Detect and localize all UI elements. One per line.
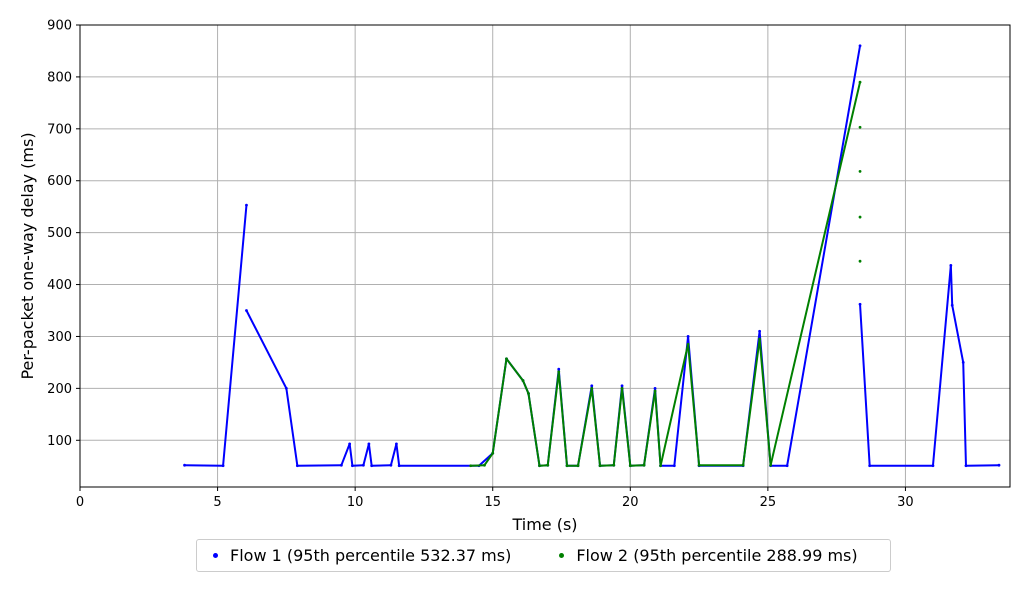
- delay-trace-flow-2: [483, 452, 494, 467]
- delay-trace-flow-2: [769, 81, 862, 467]
- axes-frame: [79, 24, 1011, 488]
- legend-label-flow-2: Flow 2 (95th percentile 288.99 ms): [576, 546, 858, 565]
- legend-entry-flow-2: Flow 2 (95th percentile 288.99 ms): [559, 546, 858, 565]
- grid-lines: [79, 24, 1010, 487]
- delay-trace-flow-2: [599, 464, 615, 467]
- data-point-flow-2: [858, 215, 862, 219]
- delay-trace-flow-1: [931, 264, 952, 467]
- legend-label-flow-1: Flow 1 (95th percentile 532.37 ms): [230, 546, 512, 565]
- delay-trace-flow-2: [469, 464, 486, 467]
- y-tick-label: 200: [47, 382, 72, 397]
- delay-trace-flow-2: [527, 392, 541, 467]
- delay-trace-flow-1: [296, 464, 343, 467]
- delay-trace-flow-1: [395, 442, 401, 467]
- data-point-flow-2: [858, 169, 862, 173]
- delay-trace-flow-1: [362, 442, 370, 467]
- y-tick-label: 400: [47, 278, 72, 293]
- delay-trace-flow-2: [742, 338, 761, 467]
- y-tick-label: 700: [47, 122, 72, 137]
- data-point-flow-1: [245, 203, 248, 207]
- data-point-flow-1: [858, 44, 862, 48]
- y-axis-label: Per-packet one-way delay (ms): [18, 132, 37, 379]
- delay-trace-flow-2: [659, 343, 690, 467]
- delay-trace-flow-2: [654, 389, 662, 467]
- y-tick-label: 100: [47, 434, 72, 449]
- delay-trace-flow-2: [629, 464, 646, 467]
- delay-trace-flow-1: [964, 464, 1000, 467]
- delay-trace-flow-2: [687, 343, 701, 467]
- data-point-flow-1: [997, 463, 1001, 467]
- delay-trace-flow-1: [183, 464, 225, 467]
- delay-trace-flow-1: [949, 264, 954, 307]
- delay-trace-flow-2: [621, 387, 632, 467]
- y-tick-label: 300: [47, 330, 72, 345]
- x-tick-label: 0: [76, 495, 84, 510]
- delay-trace-flow-1: [340, 442, 351, 467]
- delay-trace-flow-1: [348, 442, 354, 467]
- legend-marker-flow-1: [213, 553, 218, 558]
- legend-entry-flow-1: Flow 1 (95th percentile 532.37 ms): [213, 546, 511, 565]
- data-point-flow-2: [858, 80, 862, 84]
- delay-trace-flow-1: [786, 44, 862, 467]
- axis-ticks: 0 5 10 15 20 25 30 100 200 300 400 500 600 700 800 900: [47, 19, 914, 511]
- x-tick-label: 30: [897, 495, 914, 510]
- delay-trace-flow-2: [590, 387, 602, 467]
- delay-trace-flow-1: [245, 309, 288, 390]
- legend-marker-flow-2: [559, 553, 565, 558]
- series-flow-1: [183, 44, 1001, 468]
- data-point-flow-2: [858, 259, 862, 263]
- x-tick-label: 15: [484, 495, 501, 510]
- delay-trace-flow-2: [643, 389, 657, 467]
- x-tick-label: 25: [760, 495, 777, 510]
- delay-trace-flow-2: [491, 357, 508, 455]
- delay-trace-flow-2: [612, 387, 624, 467]
- delay-trace-flow-2: [505, 357, 524, 382]
- delay-trace-flow-2: [546, 370, 560, 467]
- delay-trace-flow-1: [389, 442, 398, 467]
- plot-area: [183, 44, 1001, 468]
- delay-trace-flow-1: [962, 361, 967, 467]
- y-tick-label: 900: [47, 19, 72, 34]
- delay-trace-flow-2: [577, 387, 593, 467]
- x-axis-label: Time (s): [511, 515, 577, 534]
- delay-trace-flow-2: [521, 379, 530, 395]
- delay-trace-flow-1: [951, 304, 965, 364]
- x-tick-label: 20: [622, 495, 639, 510]
- y-tick-label: 600: [47, 174, 72, 189]
- series-flow-2: [469, 80, 862, 468]
- y-tick-label: 500: [47, 226, 72, 241]
- delay-trace-flow-2: [557, 370, 569, 467]
- delay-trace-flow-2: [758, 338, 772, 467]
- y-tick-label: 800: [47, 70, 72, 85]
- x-tick-label: 5: [213, 495, 221, 510]
- delay-trace-flow-1: [370, 464, 392, 467]
- delay-trace-flow-1: [351, 464, 365, 467]
- legend: Flow 1 (95th percentile 532.37 ms) Flow …: [196, 539, 891, 572]
- delay-trace-flow-1: [285, 387, 299, 467]
- data-point-flow-2: [858, 125, 862, 129]
- x-tick-label: 10: [347, 495, 364, 510]
- delay-trace-flow-1: [859, 303, 871, 467]
- delay-trace-flow-1: [222, 204, 248, 467]
- delay-trace-flow-1: [367, 442, 373, 467]
